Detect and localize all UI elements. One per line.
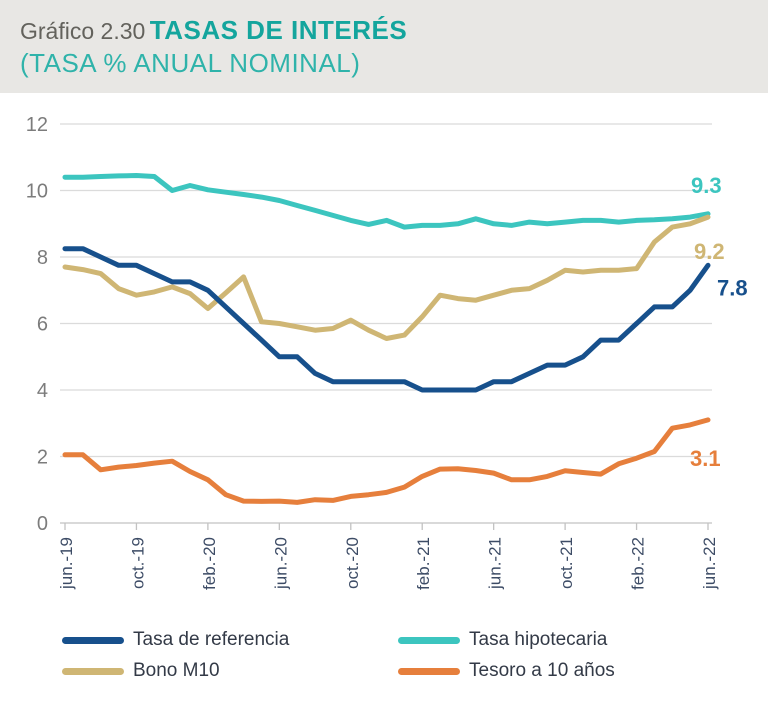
- end-label-3: 3.1: [690, 446, 721, 471]
- series-line-1: [62, 173, 711, 230]
- y-axis-label: 0: [37, 513, 48, 535]
- legend-label: Tasa de referencia: [133, 629, 290, 650]
- legend-label: Bono M10: [133, 660, 220, 681]
- x-axis-label: jun.-19: [57, 537, 76, 590]
- legend-item-tesoro-10-anos: Tesoro a 10 años: [398, 660, 722, 682]
- series-line-3: [62, 417, 711, 505]
- x-axis-label: jun.-21: [486, 537, 505, 590]
- series-line-0: [62, 246, 711, 393]
- figure-number: Gráfico 2.30: [20, 18, 146, 44]
- legend-swatch-tasa-hipotecaria: [398, 636, 460, 644]
- chart-subtitle: (TASA % ANUAL NOMINAL): [20, 47, 361, 78]
- legend-label: Tesoro a 10 años: [469, 660, 615, 681]
- y-axis-label: 12: [26, 114, 48, 136]
- legend-label: Tasa hipotecaria: [469, 629, 608, 650]
- x-axis-label: oct.-21: [557, 537, 576, 589]
- title-line: Gráfico 2.30 TASAS DE INTERÉS: [20, 14, 768, 47]
- chart-legend: Tasa de referencia Tasa hipotecaria Bono…: [62, 629, 722, 682]
- end-label-0: 7.8: [717, 275, 748, 300]
- legend-swatch-tasa-referencia: [62, 636, 124, 644]
- y-axis-label: 2: [37, 447, 48, 469]
- y-axis-label: 6: [37, 314, 48, 336]
- series-line-2: [62, 214, 711, 341]
- end-label-2: 9.2: [694, 239, 725, 264]
- chart-title: TASAS DE INTERÉS: [149, 15, 408, 45]
- line-chart-canvas: 0 2 4 6 8 10 12 jun.-19 oct.-19 feb.-20 jun.-20 oct…: [26, 114, 748, 590]
- x-axis-label: oct.-19: [128, 537, 147, 589]
- legend-item-tasa-referencia: Tasa de referencia: [62, 629, 398, 651]
- x-axis-label: feb.-20: [200, 537, 219, 590]
- x-axis-label: oct.-20: [343, 537, 362, 589]
- chart-header: Gráfico 2.30 TASAS DE INTERÉS (TASA % AN…: [0, 0, 768, 93]
- x-axis-label: jun.-20: [271, 537, 290, 590]
- x-axis-label: feb.-22: [629, 537, 648, 590]
- legend-item-tasa-hipotecaria: Tasa hipotecaria: [398, 629, 722, 651]
- x-axis-label: feb.-21: [414, 537, 433, 590]
- x-axis-label: jun.-22: [700, 537, 719, 590]
- y-axis-label: 8: [37, 247, 48, 269]
- legend-swatch-tesoro-10-anos: [398, 667, 460, 675]
- legend-item-bono-m10: Bono M10: [62, 660, 398, 682]
- legend-swatch-bono-m10: [62, 667, 124, 675]
- y-axis-label: 10: [26, 181, 48, 203]
- y-axis-label: 4: [37, 380, 48, 402]
- end-label-1: 9.3: [691, 173, 722, 198]
